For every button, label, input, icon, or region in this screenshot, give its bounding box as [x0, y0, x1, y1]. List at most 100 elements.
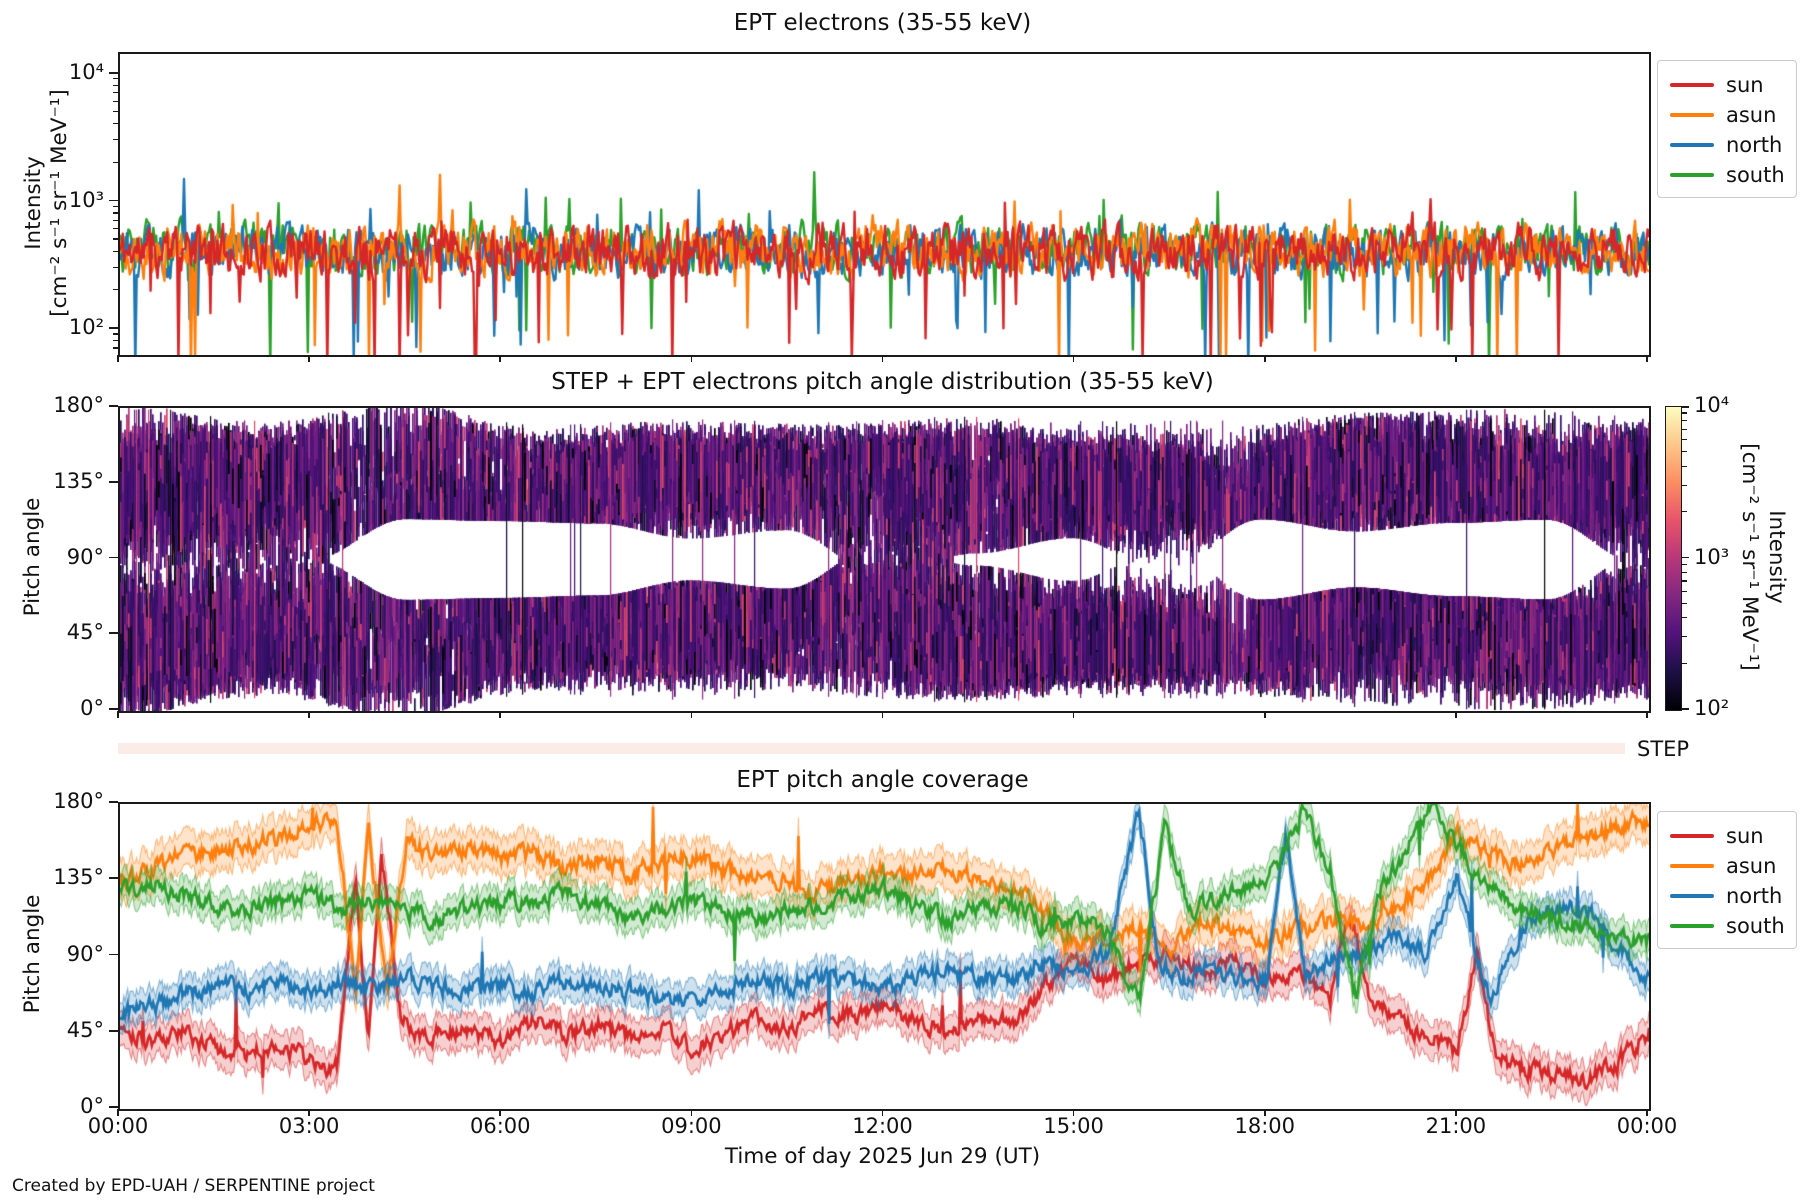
- tick-mark: [1682, 428, 1687, 431]
- y-tick-label: 135°: [53, 468, 104, 493]
- x-tick-label: 12:00: [852, 1114, 913, 1138]
- tick-mark: [109, 1029, 118, 1032]
- legend-label: asun: [1726, 854, 1777, 878]
- tick-mark: [1682, 556, 1689, 559]
- colorbar-label-line2: [cm⁻² s⁻¹ sr⁻¹ MeV⁻¹]: [1737, 443, 1762, 671]
- tick-mark: [109, 877, 118, 880]
- intensity-colorbar: [1665, 406, 1682, 711]
- legend-item-sun: sun: [1670, 821, 1796, 851]
- panel1-y-axis-label-line1: Intensity: [21, 156, 46, 250]
- tick-mark: [1682, 484, 1687, 486]
- legend-label: sun: [1726, 824, 1764, 848]
- tick-mark: [1682, 563, 1687, 566]
- tick-mark: [1682, 465, 1687, 467]
- y-tick-label: 10⁴: [68, 60, 104, 84]
- panel2-title: STEP + EPT electrons pitch angle distrib…: [551, 369, 1214, 395]
- legend-item-north: north: [1670, 881, 1796, 911]
- north-line-swatch: [1670, 894, 1714, 898]
- north-line-swatch: [1670, 143, 1714, 147]
- y-tick-label: 45°: [66, 620, 104, 645]
- legend-item-asun: asun: [1670, 100, 1796, 130]
- legend-label: north: [1726, 133, 1783, 157]
- legend-item-sun: sun: [1670, 70, 1796, 100]
- ept-electrons-canvas: [120, 54, 1649, 355]
- tick-mark: [109, 801, 118, 803]
- tick-mark: [109, 72, 118, 74]
- sun-line-swatch: [1670, 834, 1714, 838]
- y-tick-label: 180°: [53, 393, 104, 417]
- tick-mark: [109, 1106, 118, 1108]
- legend-item-south: south: [1670, 911, 1796, 941]
- y-tick-label: 0°: [80, 1094, 104, 1118]
- x-tick-label: 03:00: [278, 1114, 340, 1138]
- tick-mark: [109, 953, 118, 956]
- tick-mark: [1682, 439, 1687, 441]
- panel1-title: EPT electrons (35-55 keV): [733, 10, 1032, 36]
- y-tick-label: 180°: [53, 789, 104, 813]
- tick-mark: [1682, 451, 1687, 453]
- pitch-angle-distribution-canvas: [120, 408, 1649, 711]
- step-coverage-band: [118, 743, 1625, 754]
- pitch-angle-coverage-plot: [118, 802, 1651, 1111]
- x-tick-label: 21:00: [1425, 1114, 1487, 1138]
- pitch-angle-distribution-plot: [118, 406, 1651, 713]
- panel1-legend: sun asun north south: [1657, 60, 1797, 198]
- tick-mark: [1682, 420, 1687, 422]
- tick-mark: [1682, 602, 1687, 604]
- south-line-swatch: [1670, 924, 1714, 928]
- panel1-y-axis-label: Intensity [cm⁻² s⁻¹ sr⁻¹ MeV⁻¹]: [21, 89, 73, 317]
- tick-mark: [1682, 412, 1687, 414]
- x-tick-label: 09:00: [661, 1114, 722, 1138]
- y-tick-label: 135°: [53, 865, 104, 890]
- tick-mark: [1682, 617, 1687, 619]
- asun-line-swatch: [1670, 864, 1714, 868]
- credit-footer: Created by EPD-UAH / SERPENTINE project: [12, 1176, 375, 1196]
- x-axis-label: Time of day 2025 Jun 29 (UT): [724, 1144, 1041, 1169]
- legend-label: asun: [1726, 103, 1777, 127]
- colorbar-tick-label: 10²: [1694, 696, 1730, 720]
- x-tick-label: 00:00: [1616, 1114, 1678, 1138]
- x-tick-label: 18:00: [1234, 1114, 1296, 1138]
- x-tick-label: 00:00: [87, 1114, 149, 1138]
- y-tick-label: 45°: [66, 1017, 104, 1042]
- tick-mark: [1682, 662, 1687, 664]
- tick-mark: [109, 708, 118, 710]
- legend-label: south: [1726, 914, 1785, 938]
- y-tick-label: 0°: [80, 696, 104, 720]
- panel1-y-axis-label-line2: [cm⁻² s⁻¹ sr⁻¹ MeV⁻¹]: [47, 89, 72, 317]
- pitch-angle-coverage-canvas: [120, 804, 1649, 1109]
- legend-item-south: south: [1670, 160, 1796, 190]
- south-line-swatch: [1670, 173, 1714, 177]
- asun-line-swatch: [1670, 113, 1714, 117]
- tick-mark: [1682, 511, 1687, 513]
- x-tick-label: 15:00: [1043, 1114, 1104, 1138]
- step-band-label: STEP: [1637, 737, 1690, 761]
- sun-line-swatch: [1670, 83, 1714, 87]
- colorbar-tick-label: 10³: [1694, 544, 1730, 569]
- x-tick-label: 06:00: [469, 1114, 531, 1138]
- tick-mark: [109, 632, 118, 635]
- tick-mark: [109, 556, 118, 559]
- colorbar-tick-label: 10⁴: [1694, 393, 1730, 417]
- panel3-y-axis-label: Pitch angle: [20, 894, 45, 1014]
- panel3-title: EPT pitch angle coverage: [736, 767, 1029, 793]
- panel3-legend: sun asun north south: [1657, 811, 1797, 949]
- colorbar-label: Intensity [cm⁻² s⁻¹ sr⁻¹ MeV⁻¹]: [1736, 443, 1790, 671]
- tick-mark: [1682, 708, 1689, 710]
- legend-label: sun: [1726, 73, 1764, 97]
- tick-mark: [109, 405, 118, 407]
- legend-label: north: [1726, 884, 1783, 908]
- tick-mark: [1682, 571, 1687, 573]
- tick-mark: [1682, 406, 1689, 408]
- tick-mark: [109, 199, 118, 202]
- legend-item-asun: asun: [1670, 851, 1796, 881]
- legend-label: south: [1726, 163, 1785, 187]
- panel2-y-axis-label: Pitch angle: [20, 497, 45, 617]
- tick-mark: [1682, 580, 1687, 582]
- tick-mark: [109, 327, 118, 329]
- legend-item-north: north: [1670, 130, 1796, 160]
- ept-electrons-plot: [118, 52, 1651, 357]
- colorbar-label-line1: Intensity: [1764, 510, 1789, 604]
- tick-mark: [1682, 636, 1687, 638]
- tick-mark: [109, 480, 118, 483]
